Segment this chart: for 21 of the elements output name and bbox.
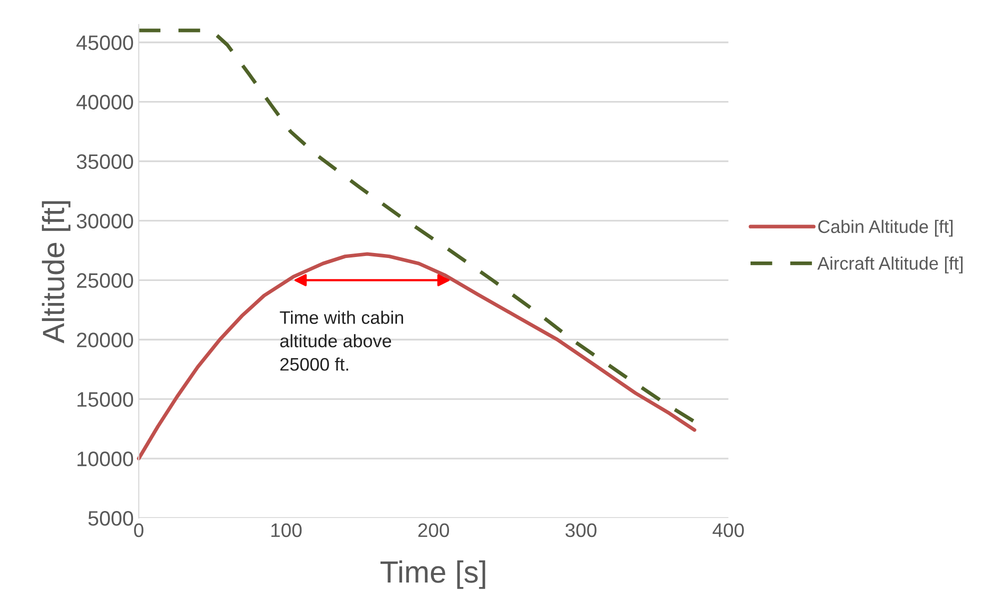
x-tick-label: 0 bbox=[134, 523, 144, 538]
x-tick-label: 100 bbox=[271, 523, 302, 538]
y-tick-label: 35000 bbox=[76, 154, 134, 170]
y-tick-label: 10000 bbox=[78, 452, 134, 466]
y-tick-label: 20000 bbox=[77, 332, 134, 348]
y-axis-title: Altitude [ft] bbox=[42, 201, 70, 344]
y-tick-label: 40000 bbox=[76, 94, 134, 110]
y-tick-label: 45000 bbox=[76, 35, 134, 50]
y-tick-label: 30000 bbox=[76, 214, 134, 228]
legend-label: Aircraft Altitude [ft] bbox=[817, 256, 963, 274]
line-series bbox=[136, 252, 696, 460]
x-tick-label: 300 bbox=[565, 523, 596, 538]
annotation: Time with cabin altitude above 25000 ft. bbox=[280, 310, 404, 371]
y-tick-label: 25000 bbox=[77, 273, 134, 288]
line-series bbox=[136, 28, 696, 424]
y-tick-label: 15000 bbox=[78, 392, 134, 407]
legend-label: Cabin Altitude [ft] bbox=[818, 220, 953, 237]
y-tick-label: 5000 bbox=[88, 510, 134, 526]
x-tick-label: 400 bbox=[712, 523, 744, 538]
x-tick-label: 200 bbox=[418, 523, 450, 538]
x-axis-title: Time [s] bbox=[380, 560, 486, 589]
